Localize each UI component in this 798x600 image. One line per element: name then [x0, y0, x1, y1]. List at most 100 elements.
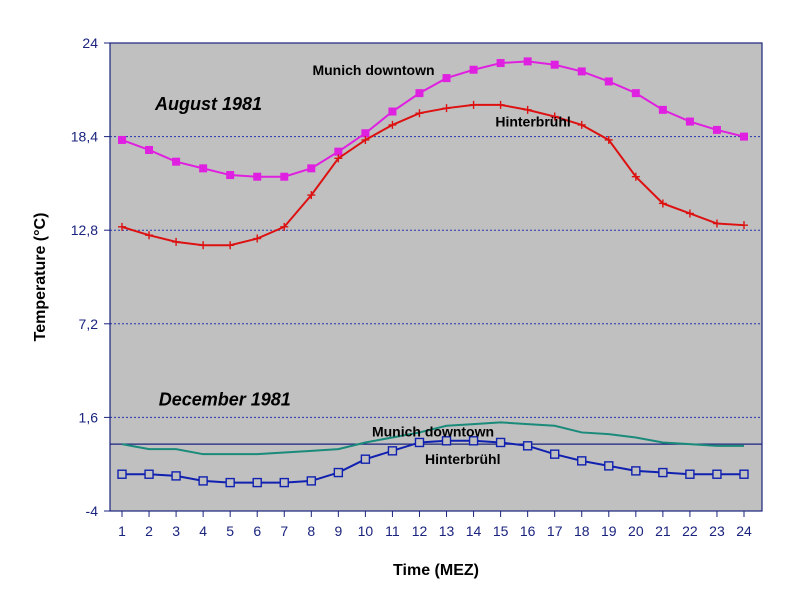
- x-tick-label: 22: [682, 523, 698, 539]
- y-tick-label: 7,2: [79, 316, 99, 332]
- annotation-label: Munich downtown: [372, 424, 494, 440]
- data-point-aug-hinterbruehl: [145, 231, 154, 240]
- x-tick-label: 14: [466, 523, 482, 539]
- x-tick-label: 20: [628, 523, 644, 539]
- x-tick-label: 11: [385, 523, 400, 539]
- data-point-aug-munich: [280, 172, 289, 181]
- y-tick-label: 1,6: [79, 409, 99, 425]
- plot-border: [109, 42, 763, 512]
- data-point-dec-hinterbruehl: [333, 467, 344, 478]
- annotation-label: Hinterbrühl: [425, 451, 500, 467]
- data-point-aug-munich: [577, 67, 586, 76]
- data-point-aug-munich: [469, 65, 478, 74]
- series-line-aug-hinterbruehl: [121, 103, 745, 247]
- data-point-aug-hinterbruehl: [496, 100, 505, 109]
- x-tick-label: 17: [547, 523, 563, 539]
- data-point-aug-munich: [199, 164, 208, 173]
- data-point-aug-hinterbruehl: [253, 234, 262, 243]
- x-tick-label: 23: [709, 523, 725, 539]
- data-point-aug-hinterbruehl: [469, 100, 478, 109]
- data-point-dec-hinterbruehl: [117, 469, 127, 479]
- data-point-dec-hinterbruehl: [549, 449, 560, 459]
- data-point-aug-hinterbruehl: [226, 241, 235, 250]
- data-point-dec-hinterbruehl: [252, 477, 262, 488]
- data-point-aug-hinterbruehl: [685, 209, 694, 218]
- data-point-dec-hinterbruehl: [522, 441, 533, 451]
- x-tick-label: 10: [358, 523, 374, 539]
- data-point-aug-munich: [658, 105, 667, 114]
- x-tick-label: 1: [118, 523, 126, 539]
- data-point-aug-hinterbruehl: [280, 222, 289, 231]
- x-tick-label: 19: [601, 523, 617, 539]
- x-tick-label: 5: [226, 523, 234, 539]
- data-point-aug-munich: [712, 125, 721, 134]
- x-tick-label: 13: [439, 523, 455, 539]
- data-point-dec-hinterbruehl: [360, 454, 371, 464]
- data-point-dec-hinterbruehl: [604, 461, 614, 471]
- data-point-dec-hinterbruehl: [577, 456, 587, 466]
- x-tick-label: 4: [199, 523, 207, 539]
- data-point-aug-hinterbruehl: [631, 172, 640, 181]
- data-point-dec-hinterbruehl: [739, 469, 749, 479]
- data-point-dec-hinterbruehl: [685, 469, 695, 479]
- data-point-dec-hinterbruehl: [306, 476, 317, 486]
- data-point-aug-hinterbruehl: [334, 154, 343, 163]
- data-point-aug-hinterbruehl: [658, 199, 667, 208]
- data-point-aug-munich: [415, 89, 424, 98]
- data-point-dec-hinterbruehl: [468, 436, 479, 446]
- data-point-aug-hinterbruehl: [712, 219, 721, 228]
- data-point-aug-hinterbruehl: [550, 112, 559, 121]
- data-point-aug-munich: [631, 89, 640, 98]
- data-point-aug-munich: [172, 157, 181, 166]
- data-point-aug-hinterbruehl: [199, 241, 208, 250]
- data-point-dec-hinterbruehl: [712, 469, 722, 479]
- data-point-aug-munich: [361, 129, 370, 138]
- annotation-label: August 1981: [154, 94, 262, 114]
- data-point-aug-hinterbruehl: [307, 191, 316, 200]
- data-point-dec-hinterbruehl: [658, 467, 668, 478]
- data-point-dec-hinterbruehl: [387, 446, 398, 456]
- x-tick-label: 16: [520, 523, 536, 539]
- data-point-dec-hinterbruehl: [225, 477, 235, 488]
- data-point-aug-munich: [496, 59, 505, 68]
- series-line-aug-munich: [121, 60, 745, 178]
- plot-area: [110, 43, 762, 511]
- data-point-aug-munich: [523, 57, 532, 66]
- data-point-aug-hinterbruehl: [442, 104, 451, 113]
- data-point-aug-munich: [118, 135, 126, 144]
- data-point-dec-hinterbruehl: [441, 436, 452, 446]
- data-point-aug-munich: [253, 172, 262, 181]
- y-tick-label: -4: [86, 503, 99, 519]
- data-point-aug-munich: [388, 107, 397, 116]
- x-tick-label: 3: [172, 523, 180, 539]
- data-point-aug-hinterbruehl: [172, 237, 181, 246]
- x-tick-label: 6: [253, 523, 261, 539]
- data-point-aug-munich: [740, 132, 748, 141]
- x-tick-label: 12: [412, 523, 428, 539]
- x-tick-label: 24: [736, 523, 752, 539]
- data-point-aug-hinterbruehl: [415, 109, 424, 118]
- data-point-dec-hinterbruehl: [198, 476, 208, 486]
- data-point-dec-hinterbruehl: [171, 471, 181, 481]
- data-point-aug-munich: [604, 77, 613, 86]
- data-point-aug-hinterbruehl: [118, 222, 126, 231]
- x-tick-label: 9: [334, 523, 342, 539]
- x-tick-label: 8: [307, 523, 315, 539]
- data-point-dec-hinterbruehl: [144, 469, 154, 479]
- data-point-dec-hinterbruehl: [631, 466, 641, 476]
- data-point-aug-munich: [307, 164, 316, 173]
- x-tick-label: 18: [574, 523, 590, 539]
- data-point-aug-hinterbruehl: [740, 221, 748, 230]
- x-tick-label: 2: [145, 523, 153, 539]
- data-point-aug-hinterbruehl: [523, 105, 532, 114]
- data-point-aug-munich: [226, 171, 235, 180]
- data-point-dec-hinterbruehl: [414, 437, 425, 448]
- data-point-dec-hinterbruehl: [279, 477, 289, 488]
- data-point-aug-hinterbruehl: [361, 135, 370, 144]
- data-point-aug-munich: [145, 145, 154, 154]
- annotation-label: Munich downtown: [312, 62, 434, 78]
- annotation-label: December 1981: [159, 390, 291, 410]
- y-axis-title: Temperature (°C): [32, 213, 49, 342]
- y-tick-label: 18,4: [71, 129, 98, 145]
